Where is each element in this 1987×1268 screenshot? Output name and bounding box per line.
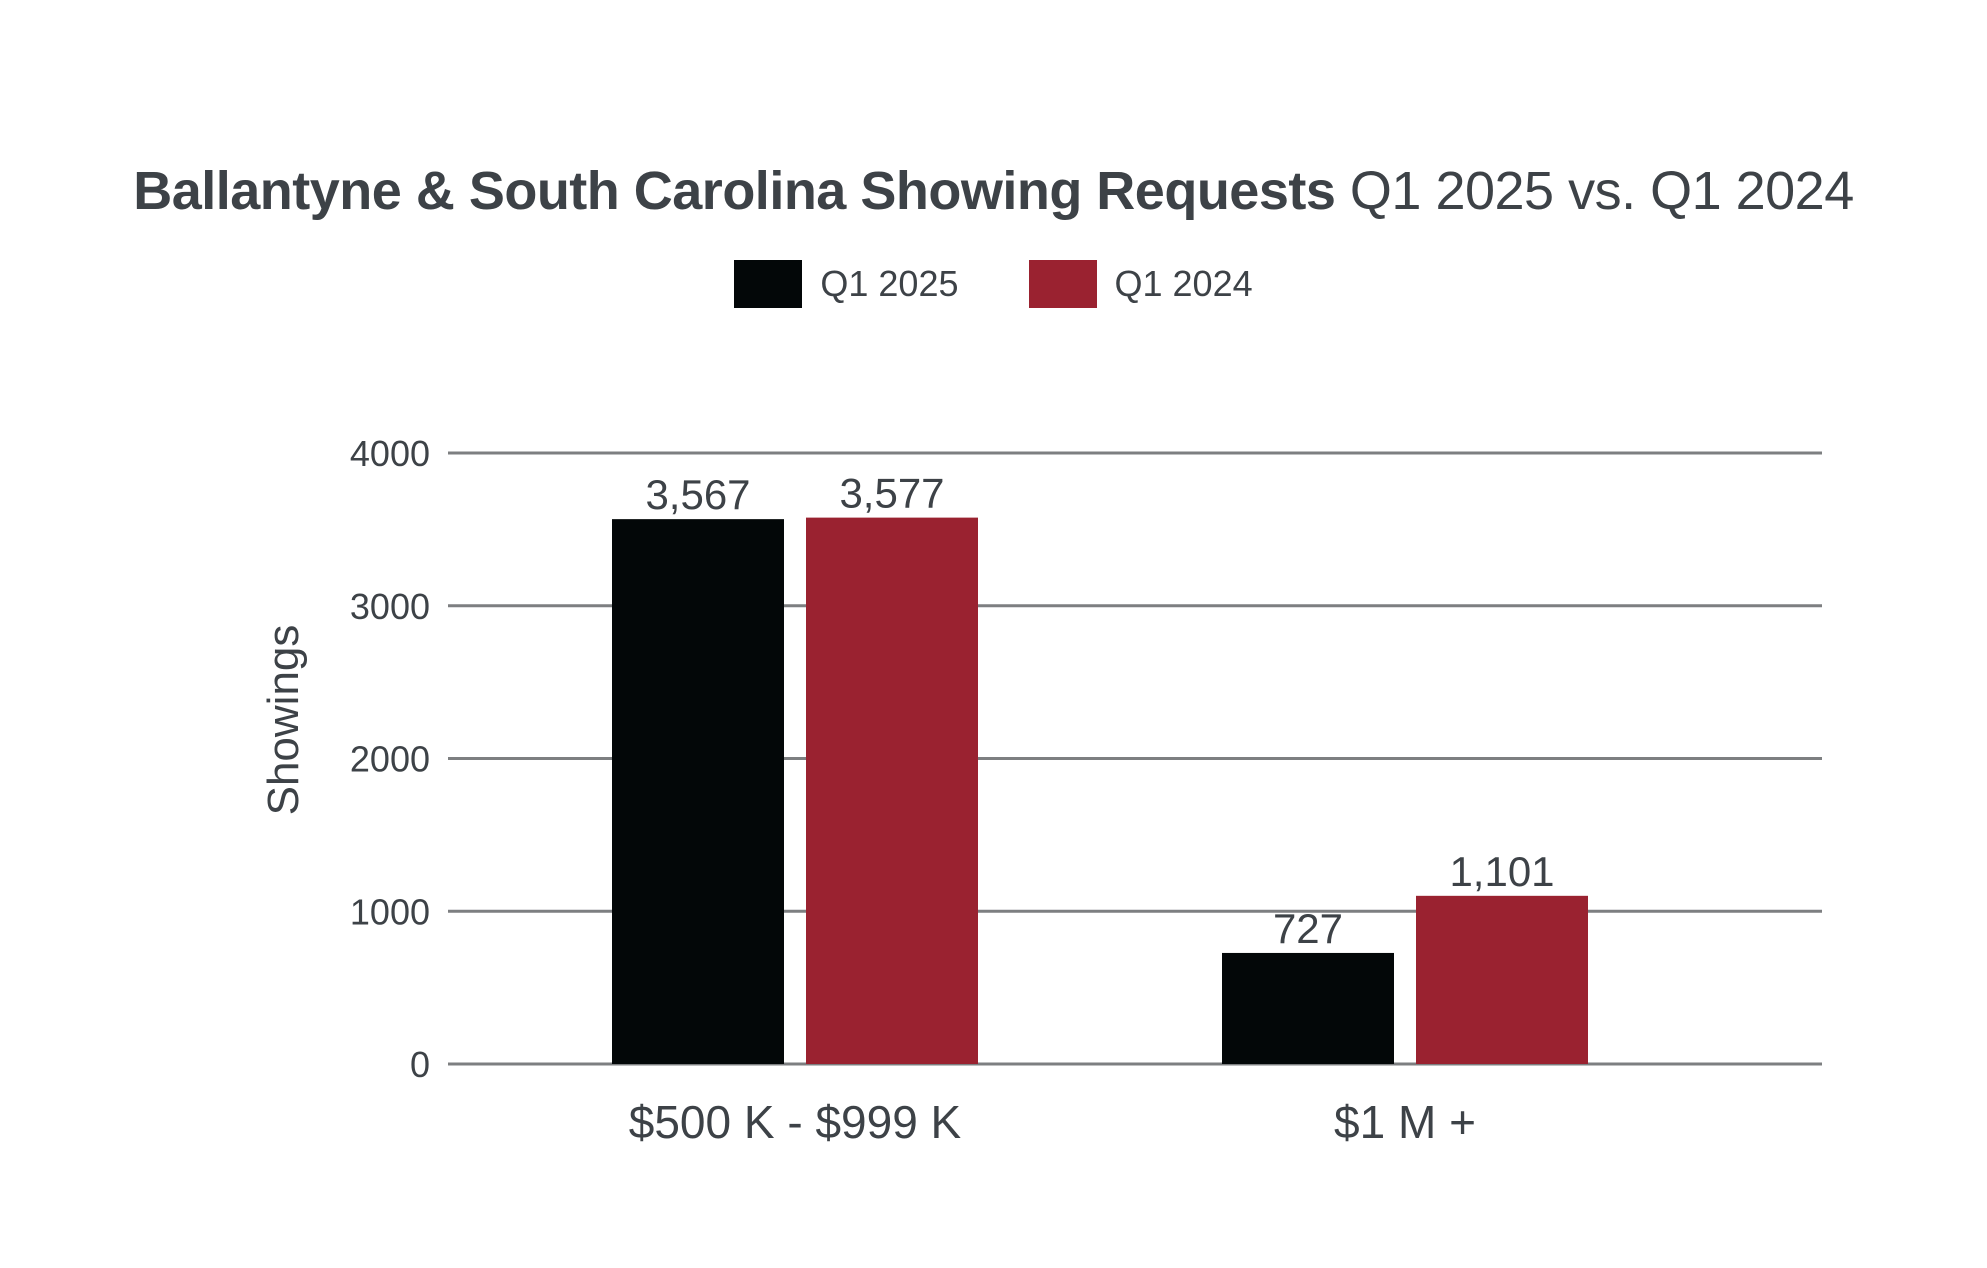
y-tick-label: 3000 (350, 586, 430, 627)
y-tick-label: 4000 (350, 433, 430, 474)
chart-title: Ballantyne & South Carolina Showing Requ… (0, 160, 1987, 222)
y-axis-ticks: 0 1000 2000 3000 4000 (350, 433, 430, 1085)
bar-value-labels: 3,567 3,577 727 1,101 (645, 470, 1554, 952)
y-tick-label: 0 (410, 1044, 430, 1085)
legend-swatch-q1-2024 (1028, 260, 1097, 308)
x-axis-ticks: $500 K - $999 K $1 M + (629, 1096, 1476, 1148)
x-tick-label: $500 K - $999 K (629, 1096, 962, 1148)
chart-title-sub: Q1 2025 vs. Q1 2024 (1349, 161, 1854, 221)
bar (612, 519, 784, 1064)
bar (806, 517, 978, 1064)
bar (1222, 952, 1394, 1064)
legend-item-q1-2024: Q1 2024 (1028, 260, 1253, 308)
bar-value-label: 3,567 (645, 471, 750, 518)
legend-label-q1-2024: Q1 2024 (1114, 263, 1253, 304)
legend-label-q1-2025: Q1 2025 (820, 263, 959, 304)
legend-swatch-q1-2025 (734, 260, 803, 308)
bar (1416, 895, 1588, 1064)
y-tick-label: 1000 (350, 891, 430, 932)
x-tick-label: $1 M + (1334, 1096, 1476, 1148)
y-tick-label: 2000 (350, 739, 430, 780)
y-axis-label: Showings (259, 625, 308, 816)
legend-item-q1-2025: Q1 2025 (734, 260, 959, 308)
bars (612, 517, 1588, 1064)
bar-value-label: 1,101 (1449, 848, 1554, 895)
bar-value-label: 727 (1273, 905, 1343, 952)
chart-title-main: Ballantyne & South Carolina Showing Requ… (133, 161, 1336, 221)
bar-value-label: 3,577 (839, 470, 944, 517)
legend: Q1 2025 Q1 2024 (0, 260, 1987, 308)
